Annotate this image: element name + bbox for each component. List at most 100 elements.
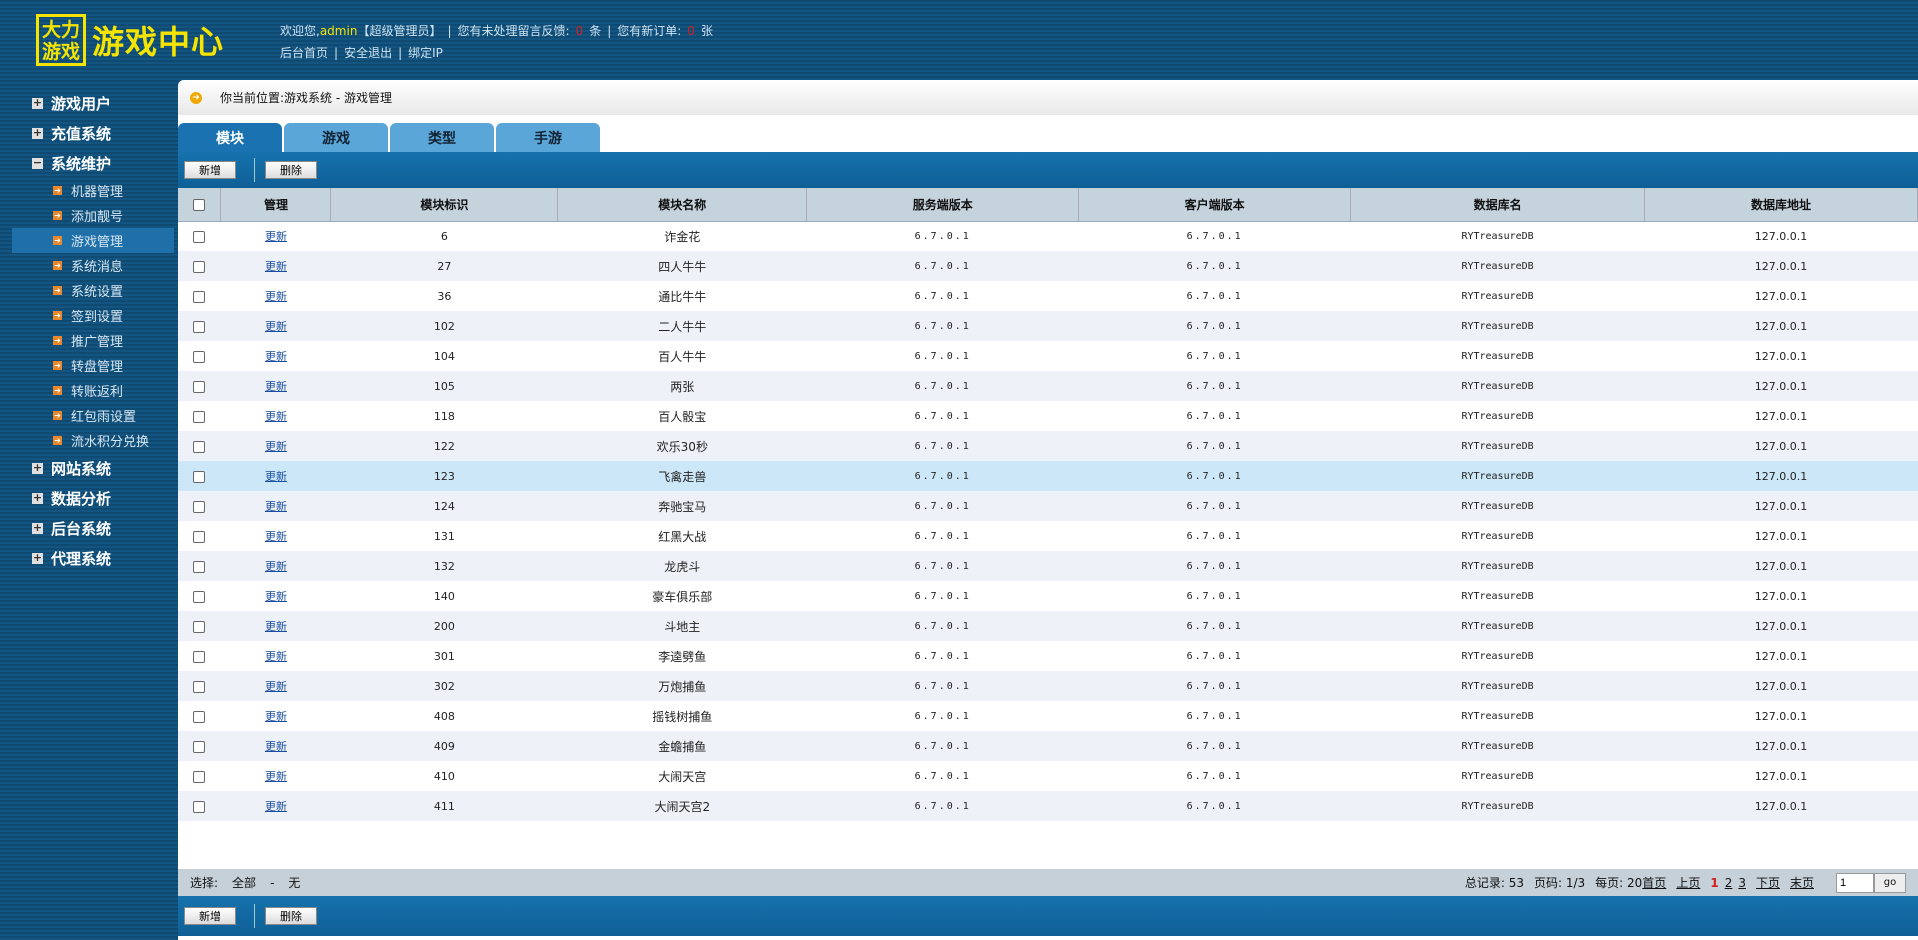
sidebar-group[interactable]: + 网站系统 [0, 453, 174, 483]
update-link[interactable]: 更新 [264, 350, 287, 363]
update-link[interactable]: 更新 [264, 410, 287, 423]
module-id: 102 [330, 311, 558, 341]
tab[interactable]: 游戏 [284, 123, 388, 152]
update-link[interactable]: 更新 [264, 320, 287, 333]
row-checkbox[interactable] [193, 290, 206, 303]
delete-button-bottom[interactable]: 删除 [265, 907, 317, 925]
sidebar-group[interactable]: − 系统维护 [0, 148, 174, 178]
add-button[interactable]: 新增 [184, 161, 236, 179]
sidebar-item[interactable]: ➜ 转账返利 [0, 378, 174, 403]
first-page-link[interactable]: 首页 [1642, 876, 1667, 890]
client-version: 6.7.0.1 [1186, 290, 1243, 302]
sidebar-group[interactable]: + 充值系统 [0, 118, 174, 148]
sidebar-item[interactable]: ➜ 机器管理 [0, 178, 174, 203]
select-all-checkbox[interactable] [193, 198, 206, 211]
update-link[interactable]: 更新 [264, 530, 287, 543]
update-link[interactable]: 更新 [264, 440, 287, 453]
sidebar-item[interactable]: ➜ 流水积分兑换 [0, 428, 174, 453]
tab[interactable]: 手游 [496, 123, 600, 152]
update-link[interactable]: 更新 [264, 680, 287, 693]
row-checkbox[interactable] [193, 650, 206, 663]
row-checkbox[interactable] [193, 500, 206, 513]
row-checkbox[interactable] [193, 800, 206, 813]
row-checkbox[interactable] [193, 770, 206, 783]
sidebar-item[interactable]: ➜ 系统设置 [0, 278, 174, 303]
last-page-link[interactable]: 末页 [1789, 876, 1814, 890]
row-checkbox[interactable] [193, 620, 206, 633]
row-checkbox[interactable] [193, 440, 206, 453]
update-link[interactable]: 更新 [264, 380, 287, 393]
select-none-link[interactable]: 无 [288, 876, 301, 890]
server-version: 6.7.0.1 [806, 371, 1079, 401]
page-1-link[interactable]: 1 [1710, 875, 1719, 890]
update-link[interactable]: 更新 [264, 800, 287, 813]
prev-page-link[interactable]: 上页 [1676, 876, 1701, 890]
home-link[interactable]: 后台首页 [280, 46, 329, 60]
update-link[interactable]: 更新 [264, 710, 287, 723]
db-name: RYTreasureDB [1350, 491, 1645, 521]
update-link[interactable]: 更新 [264, 650, 287, 663]
update-link[interactable]: 更新 [264, 590, 287, 603]
delete-button[interactable]: 删除 [265, 161, 317, 179]
update-link[interactable]: 更新 [264, 260, 287, 273]
db-address: 127.0.0.1 [1754, 289, 1808, 303]
sidebar-item[interactable]: ➜ 系统消息 [0, 253, 174, 278]
sidebar-item[interactable]: ➜ 添加靓号 [0, 203, 174, 228]
page-2-link[interactable]: 2 [1724, 875, 1733, 890]
update-link[interactable]: 更新 [264, 770, 287, 783]
row-checkbox[interactable] [193, 560, 206, 573]
row-checkbox[interactable] [193, 590, 206, 603]
update-link[interactable]: 更新 [264, 560, 287, 573]
update-link[interactable]: 更新 [264, 500, 287, 513]
tab[interactable]: 模块 [178, 123, 282, 152]
next-page-link[interactable]: 下页 [1755, 876, 1780, 890]
update-link[interactable]: 更新 [264, 290, 287, 303]
page-number-input[interactable] [1836, 872, 1874, 893]
db-name: RYTreasureDB [1350, 371, 1645, 401]
update-link[interactable]: 更新 [264, 620, 287, 633]
row-checkbox[interactable] [193, 320, 206, 333]
minus-icon: − [32, 155, 43, 169]
sidebar-item[interactable]: ➜ 推广管理 [0, 328, 174, 353]
update-link[interactable]: 更新 [264, 740, 287, 753]
row-checkbox[interactable] [193, 530, 206, 543]
sidebar-item[interactable]: ➜ 转盘管理 [0, 353, 174, 378]
update-link[interactable]: 更新 [264, 230, 287, 244]
row-checkbox[interactable] [193, 410, 206, 423]
module-name: 金蟾捕鱼 [557, 731, 807, 761]
client-version: 6.7.0.1 [1186, 230, 1243, 242]
update-link[interactable]: 更新 [264, 470, 287, 483]
tab[interactable]: 类型 [390, 123, 494, 152]
client-version: 6.7.0.1 [1078, 431, 1351, 461]
sidebar-item[interactable]: ➜ 签到设置 [0, 303, 174, 328]
sidebar-group[interactable]: + 代理系统 [0, 543, 174, 573]
plus-icon: + [32, 490, 43, 504]
sidebar-item[interactable]: ➜ 红包雨设置 [0, 403, 174, 428]
db-name: RYTreasureDB [1461, 350, 1534, 362]
row-checkbox[interactable] [193, 740, 206, 753]
row-checkbox[interactable] [193, 470, 206, 483]
sidebar-group[interactable]: + 数据分析 [0, 483, 174, 513]
sidebar-group[interactable]: + 游戏用户 [0, 88, 174, 118]
go-button[interactable]: go [1874, 872, 1906, 893]
module-name: 通比牛牛 [658, 289, 707, 304]
row-checkbox[interactable] [193, 710, 206, 723]
sidebar-item[interactable]: ➜ 游戏管理 [12, 228, 174, 253]
module-id: 36 [437, 289, 452, 303]
row-checkbox[interactable] [193, 680, 206, 693]
sidebar-group[interactable]: + 后台系统 [0, 513, 174, 543]
logout-link[interactable]: 安全退出 [344, 46, 393, 60]
sidebar-group-label: 代理系统 [51, 549, 112, 568]
module-name: 红黑大战 [658, 529, 707, 544]
select-all-link[interactable]: 全部 [232, 876, 257, 890]
table-row: 更新 131 红黑大战 6.7.0.1 6.7.0.1 RYTreasureDB… [178, 521, 1918, 551]
row-checkbox[interactable] [193, 380, 206, 393]
page-3-link[interactable]: 3 [1738, 875, 1746, 890]
row-checkbox[interactable] [193, 230, 206, 243]
add-button-bottom[interactable]: 新增 [184, 907, 236, 925]
bind-ip-link[interactable]: 绑定IP [408, 46, 443, 60]
message-count: 0 [575, 24, 584, 38]
tabs: 模块 游戏 类型 手游 [178, 123, 600, 152]
row-checkbox[interactable] [193, 350, 206, 363]
row-checkbox[interactable] [193, 260, 206, 273]
